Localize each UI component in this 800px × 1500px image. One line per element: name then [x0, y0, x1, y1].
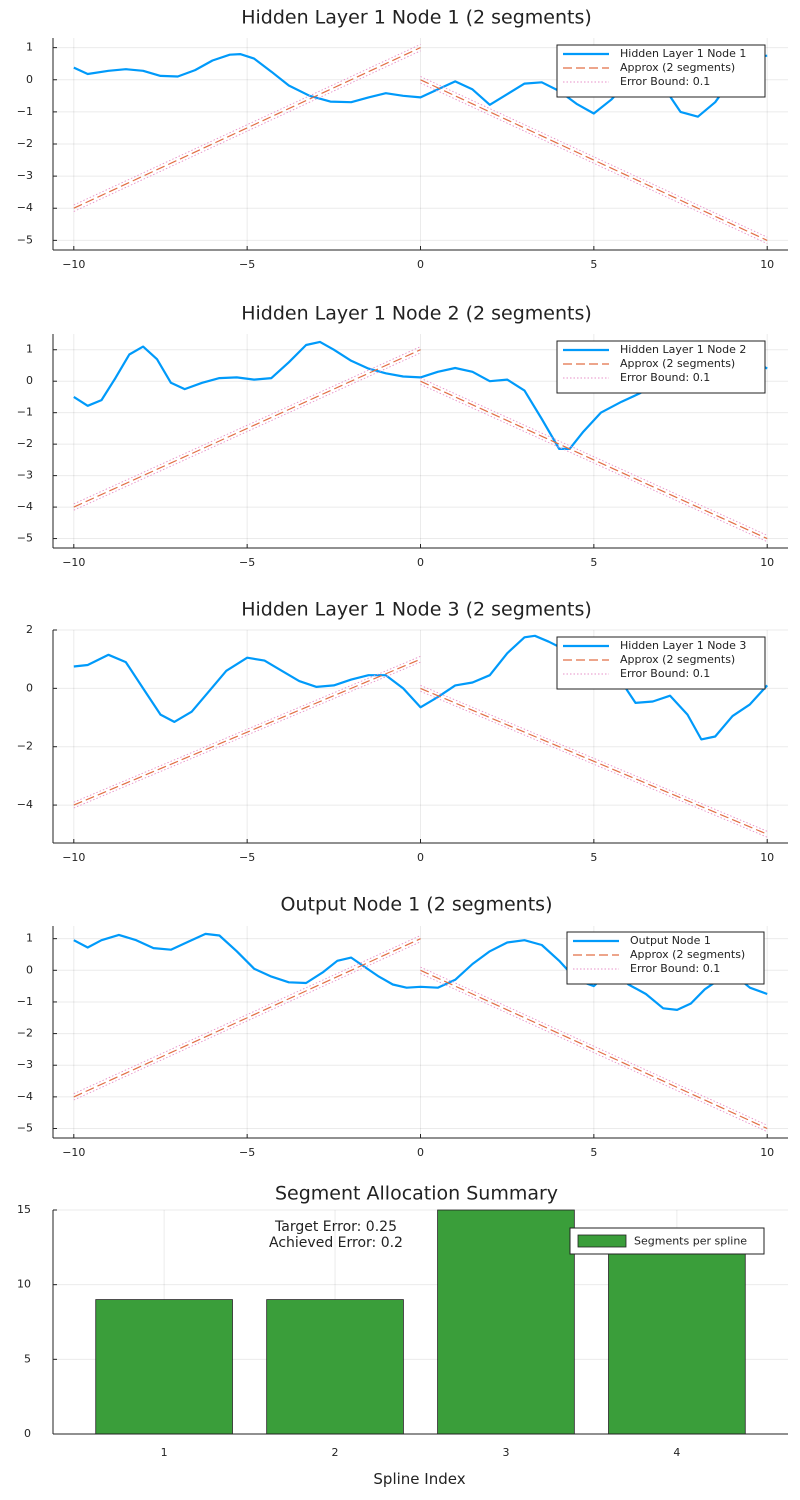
x-tick-label: −5 — [239, 1146, 255, 1159]
x-tick-label: 0 — [417, 1146, 424, 1159]
legend: Segments per spline — [569, 1227, 765, 1255]
x-tick-label: 2 — [332, 1446, 339, 1459]
annotation-1: Target Error: 0.25 — [274, 1219, 397, 1235]
x-tick-label: −5 — [239, 258, 255, 271]
x-axis-label: Spline Index — [373, 1470, 465, 1488]
y-tick-label: −2 — [17, 1027, 33, 1040]
legend-label-1: Hidden Layer 1 Node 2 — [620, 343, 746, 356]
x-tick-label: 5 — [590, 851, 597, 864]
y-tick-label: 10 — [17, 1278, 31, 1291]
y-tick-label: 5 — [24, 1352, 31, 1365]
legend-label-3: Error Bound: 0.1 — [630, 962, 720, 975]
y-tick-label: −3 — [17, 1058, 33, 1071]
series-line-2 — [73, 47, 768, 241]
y-tick-label: 0 — [26, 73, 33, 86]
y-tick-label: −4 — [17, 798, 33, 811]
bar-2 — [266, 1299, 404, 1435]
x-tick-label: 1 — [161, 1446, 168, 1459]
legend-label-3: Error Bound: 0.1 — [620, 667, 710, 680]
y-tick-label: 0 — [24, 1427, 31, 1440]
x-tick-label: −5 — [239, 851, 255, 864]
series-line-2 — [73, 658, 768, 835]
legend-label-3: Error Bound: 0.1 — [620, 75, 710, 88]
panel-1: Hidden Layer 1 Node 1 (2 segments)−10 −5 0… — [17, 7, 788, 271]
annotation-2: Achieved Error: 0.2 — [269, 1235, 403, 1251]
y-tick-label: 2 — [26, 623, 33, 636]
y-tick-label: 0 — [26, 963, 33, 976]
y-tick-label: −1 — [17, 406, 33, 419]
x-tick-label: 10 — [760, 851, 774, 864]
x-tick-label: −5 — [239, 556, 255, 569]
legend-label-2: Approx (2 segments) — [620, 61, 735, 74]
x-tick-label: −10 — [62, 1146, 85, 1159]
chart-title: Segment Allocation Summary — [275, 1183, 558, 1205]
panel-5: Segment Allocation Summary 1 2 3 4 0 5 10 15 Spli… — [17, 1183, 788, 1488]
x-tick-label: 0 — [417, 851, 424, 864]
chart-title: Hidden Layer 1 Node 1 (2 segments) — [241, 7, 592, 29]
legend-label-1: Output Node 1 — [630, 934, 711, 947]
y-tick-label: −1 — [17, 105, 33, 118]
y-tick-label: −2 — [17, 740, 33, 753]
x-tick-label: 5 — [590, 556, 597, 569]
x-tick-label: 10 — [760, 556, 774, 569]
y-tick-label: −3 — [17, 469, 33, 482]
x-tick-label: 0 — [417, 556, 424, 569]
legend-label-1: Hidden Layer 1 Node 3 — [620, 639, 746, 652]
panel-4: Output Node 1 (2 segments)−10 −5 0 5 1010−1−… — [17, 894, 788, 1159]
x-tick-label: 4 — [673, 1446, 680, 1459]
y-tick-label: −5 — [17, 233, 33, 246]
y-tick-label: −2 — [17, 137, 33, 150]
x-tick-label: −10 — [62, 851, 85, 864]
y-tick-label: 0 — [26, 681, 33, 694]
series-line-1 — [73, 634, 769, 741]
chart-title: Hidden Layer 1 Node 3 (2 segments) — [241, 599, 592, 621]
y-tick-label: −5 — [17, 532, 33, 545]
chart-title: Hidden Layer 1 Node 2 (2 segments) — [241, 303, 592, 325]
legend-label-1: Hidden Layer 1 Node 1 — [620, 47, 746, 60]
x-tick-label: 10 — [760, 258, 774, 271]
y-tick-label: 1 — [26, 41, 33, 54]
legend-label-3: Error Bound: 0.1 — [620, 371, 710, 384]
y-tick-label: −3 — [17, 169, 33, 182]
y-tick-label: 0 — [26, 374, 33, 387]
legend-box — [566, 931, 765, 985]
y-tick-label: −4 — [17, 1090, 33, 1103]
y-tick-label: −5 — [17, 1122, 33, 1135]
y-tick-label: 1 — [26, 932, 33, 945]
series-line-3 — [73, 346, 768, 543]
x-tick-label: 10 — [760, 1146, 774, 1159]
x-tick-label: 5 — [590, 1146, 597, 1159]
series-line-1 — [73, 932, 768, 1011]
x-tick-label: −10 — [62, 556, 85, 569]
panel-3: Hidden Layer 1 Node 3 (2 segments) −10 −5 0… — [17, 599, 788, 864]
legend-swatch-1 — [577, 1234, 627, 1248]
legend-label-1: Segments per spline — [634, 1235, 747, 1248]
x-tick-label: 5 — [590, 258, 597, 271]
y-tick-label: 15 — [17, 1203, 31, 1216]
bar-1 — [95, 1299, 233, 1435]
y-tick-label: 1 — [26, 343, 33, 356]
y-tick-label: −4 — [17, 500, 33, 513]
legend-label-2: Approx (2 segments) — [620, 357, 735, 370]
y-tick-label: −4 — [17, 201, 33, 214]
legend-label-2: Approx (2 segments) — [630, 948, 745, 961]
y-tick-label: −1 — [17, 995, 33, 1008]
series-line-2 — [73, 349, 768, 540]
legend-label-2: Approx (2 segments) — [620, 653, 735, 666]
bar-3 — [437, 1209, 575, 1435]
chart-title: Output Node 1 (2 segments) — [281, 894, 553, 916]
x-tick-label: −10 — [62, 258, 85, 271]
x-tick-label: 0 — [417, 258, 424, 271]
y-tick-label: −2 — [17, 437, 33, 450]
x-tick-label: 3 — [502, 1446, 509, 1459]
bar-4 — [608, 1239, 746, 1435]
series-line-2 — [73, 938, 768, 1130]
panel-2: Hidden Layer 1 Node 2 (2 segments)−10 −5 0… — [17, 303, 788, 569]
